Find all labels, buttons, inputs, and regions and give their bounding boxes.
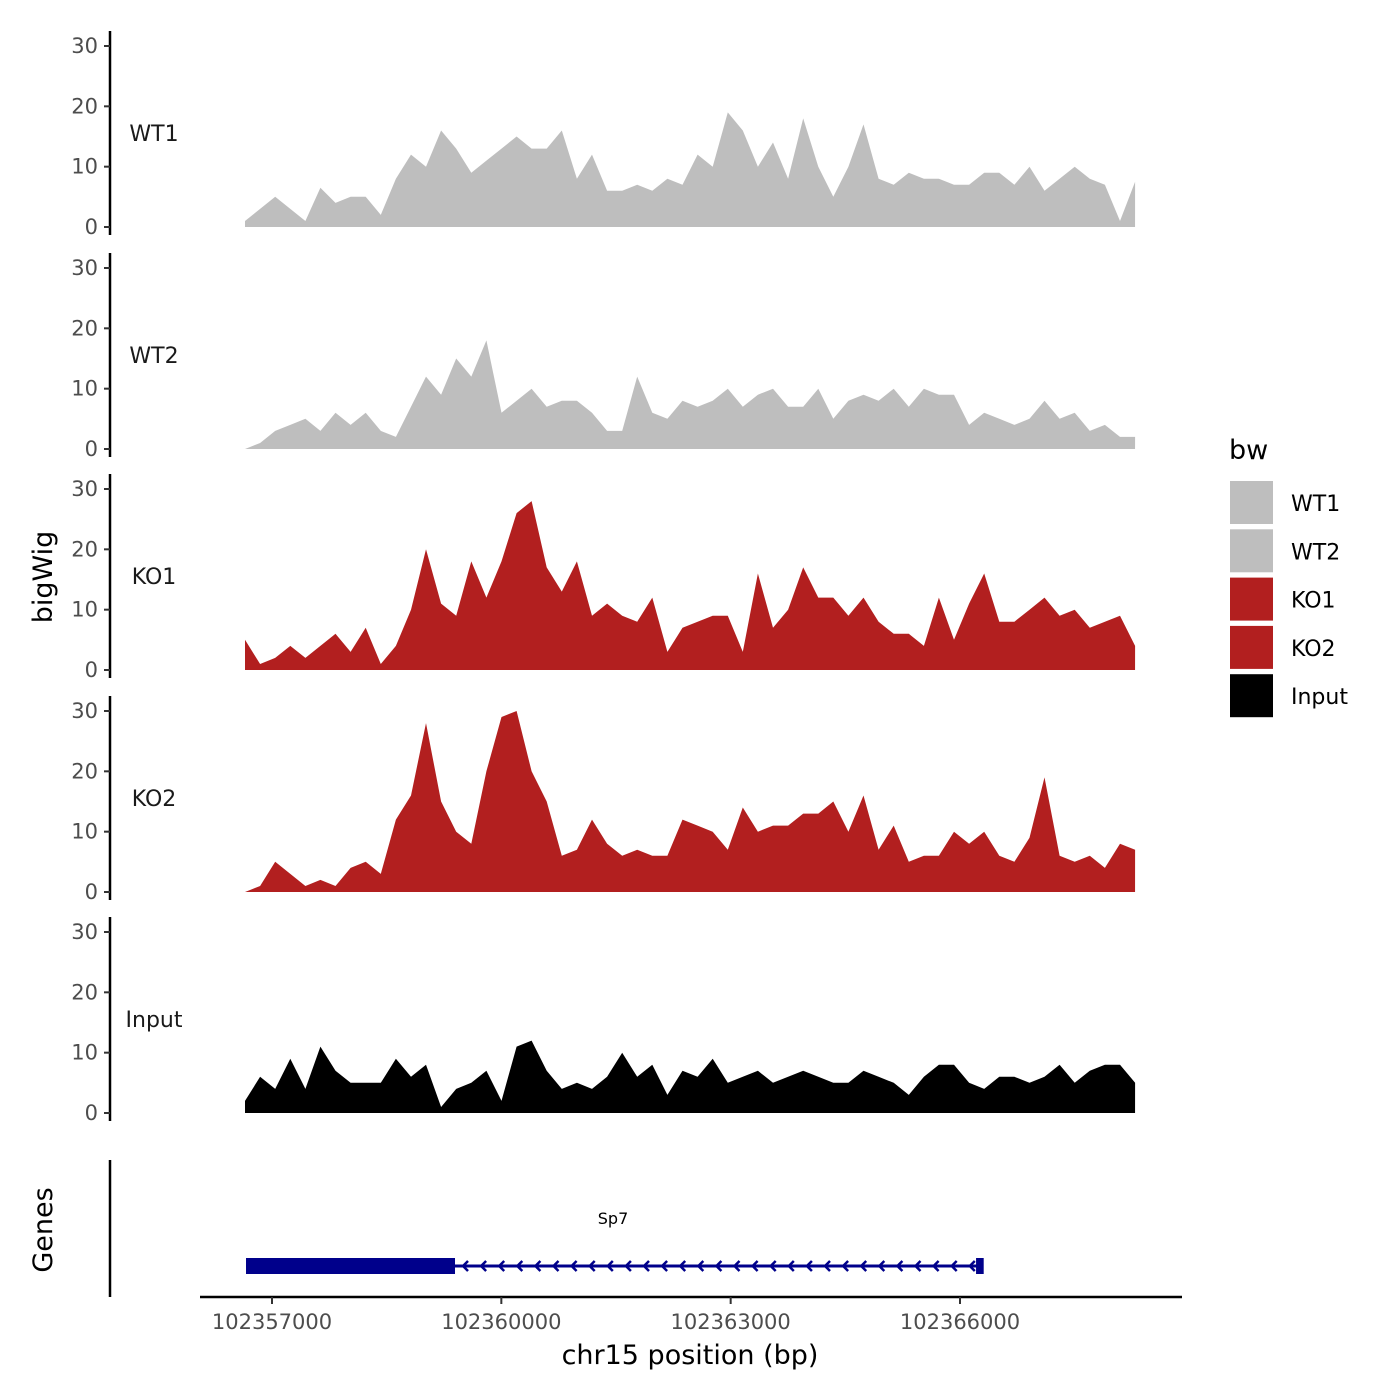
signal-area-wt1 — [245, 112, 1136, 227]
y-tick-label: 20 — [71, 316, 98, 340]
y-tick-label: 0 — [85, 215, 98, 239]
legend-label-wt2: WT2 — [1291, 540, 1340, 565]
x-axis: 102357000 102360000 102363000 102366000 — [200, 1295, 1182, 1334]
strand-arrow-icon — [805, 1260, 813, 1272]
track-label-ko1: KO1 — [132, 565, 177, 590]
strand-arrow-icon — [877, 1260, 886, 1272]
legend-key-wt2 — [1228, 527, 1275, 575]
y-tick-label: 10 — [71, 598, 98, 622]
track-panel-ko1: 0 10 20 30 KO1 — [71, 474, 1136, 682]
legend-key-input — [1228, 672, 1275, 720]
strand-arrow-icon — [768, 1260, 777, 1272]
legend-title: bw — [1229, 435, 1268, 466]
strand-arrow-icon — [678, 1260, 687, 1272]
y-tick-label: 0 — [85, 1101, 98, 1125]
genes-axis-title: Genes — [28, 1187, 59, 1272]
legend-key-wt1 — [1228, 479, 1275, 526]
strand-arrow-icon — [931, 1260, 940, 1272]
y-tick-label: 10 — [71, 820, 98, 844]
y-tick-label: 20 — [71, 759, 98, 783]
y-tick-label: 10 — [71, 377, 98, 401]
track-panel-input: 0 10 20 30 Input — [71, 917, 1136, 1125]
signal-area-input — [245, 1040, 1136, 1113]
track-panel-wt2: 0 10 20 30 WT2 — [71, 253, 1136, 461]
x-tick-label: 102357000 — [212, 1310, 332, 1334]
strand-arrow-icon — [823, 1260, 831, 1272]
strand-arrow-icon — [859, 1260, 868, 1272]
strand-arrow-icon — [787, 1260, 795, 1272]
y-tick-label: 0 — [85, 880, 98, 904]
strand-arrow-icon — [515, 1260, 524, 1272]
y-axis-title: bigWig — [28, 531, 59, 624]
y-tick-label: 10 — [71, 155, 98, 179]
signal-area-ko2 — [245, 711, 1136, 892]
y-tick-label: 10 — [71, 1041, 98, 1065]
track-panel-ko2: 0 10 20 30 KO2 — [71, 696, 1136, 904]
strand-arrow-icon — [696, 1260, 705, 1272]
strand-arrow-icon — [732, 1260, 741, 1272]
legend: bw WT1 WT2 KO1 KO2 Input — [1228, 435, 1348, 720]
track-label-wt1: WT1 — [129, 122, 178, 147]
y-tick-label: 30 — [71, 256, 98, 280]
y-tick-label: 20 — [71, 537, 98, 561]
strand-arrow-icon — [624, 1260, 632, 1272]
x-tick-label: 102363000 — [671, 1310, 791, 1334]
legend-label-ko1: KO1 — [1291, 589, 1336, 614]
strand-arrow-icon — [968, 1260, 976, 1272]
track-label-input: Input — [126, 1008, 183, 1033]
strand-arrow-icon — [949, 1260, 958, 1272]
signal-area-wt2 — [245, 340, 1136, 449]
legend-label-ko2: KO2 — [1291, 637, 1336, 662]
strand-arrow-icon — [497, 1260, 506, 1272]
y-tick-label: 30 — [71, 34, 98, 58]
strand-arrow-icon — [461, 1260, 469, 1272]
x-tick-label: 102360000 — [441, 1310, 561, 1334]
track-label-ko2: KO2 — [132, 787, 177, 812]
x-axis-title: chr15 position (bp) — [562, 1340, 819, 1371]
gene-track: Sp7 — [108, 1160, 984, 1297]
legend-label-input: Input — [1291, 685, 1348, 710]
y-tick-label: 20 — [71, 980, 98, 1004]
strand-arrow-icon — [841, 1260, 849, 1272]
gene-exon — [246, 1258, 456, 1274]
strand-arrow-icon — [750, 1260, 759, 1272]
legend-key-ko2 — [1228, 623, 1275, 671]
track-panels: 0 10 20 30 WT1 0 10 20 30 WT2 0 10 20 30 KO1 0 10 20 30 KO2… — [71, 31, 1136, 1125]
strand-arrow-icon — [714, 1260, 723, 1272]
track-label-wt2: WT2 — [129, 344, 178, 369]
signal-area-ko1 — [245, 501, 1136, 670]
strand-arrow-icon — [551, 1260, 560, 1272]
y-tick-label: 0 — [85, 658, 98, 682]
y-tick-label: 0 — [85, 437, 98, 461]
strand-arrow-icon — [606, 1260, 614, 1272]
gene-label: Sp7 — [598, 1209, 629, 1228]
strand-arrow-icon — [587, 1260, 596, 1272]
legend-label-wt1: WT1 — [1291, 492, 1340, 517]
strand-arrow-icon — [895, 1260, 904, 1272]
y-tick-label: 20 — [71, 94, 98, 118]
strand-arrow-icon — [533, 1260, 542, 1272]
strand-arrow-icon — [479, 1260, 487, 1272]
strand-arrow-icon — [642, 1260, 650, 1272]
y-tick-label: 30 — [71, 477, 98, 501]
strand-arrow-icon — [660, 1260, 668, 1272]
gene-exon — [976, 1258, 984, 1274]
y-tick-label: 30 — [71, 920, 98, 944]
strand-arrow-icon — [913, 1260, 922, 1272]
x-tick-label: 102366000 — [900, 1310, 1020, 1334]
strand-arrow-icon — [569, 1260, 578, 1272]
track-panel-wt1: 0 10 20 30 WT1 — [71, 31, 1136, 239]
legend-key-ko1 — [1228, 575, 1275, 623]
y-tick-label: 30 — [71, 699, 98, 723]
